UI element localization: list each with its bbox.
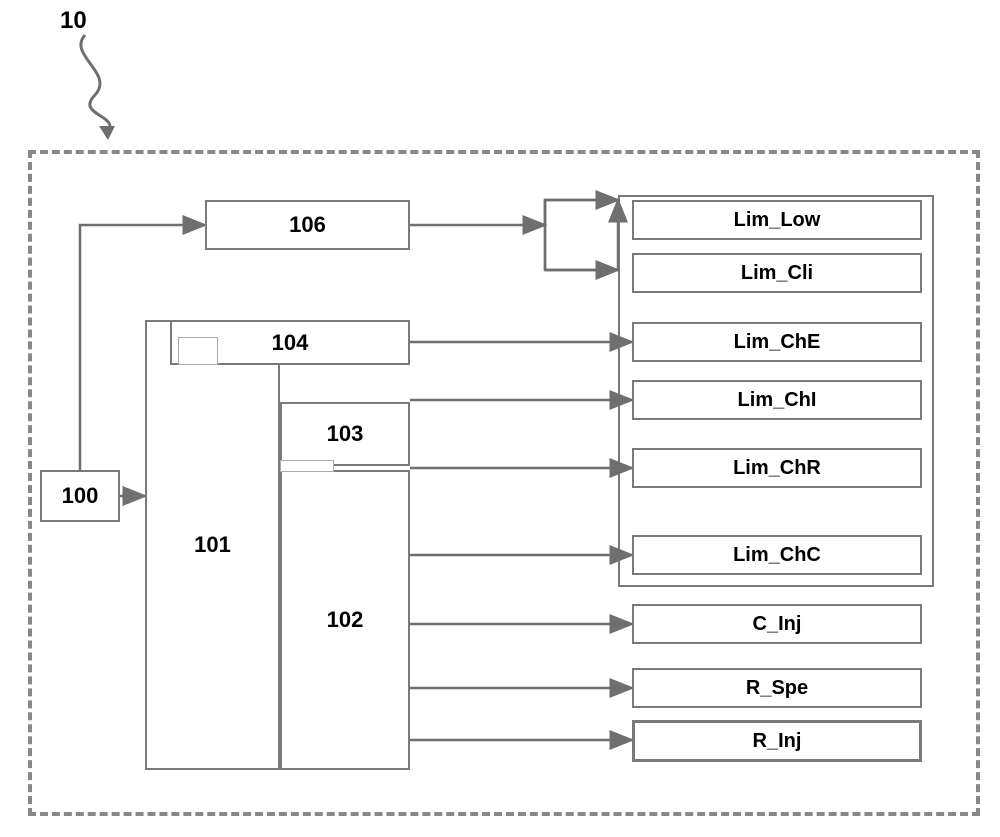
block-100: 100 (40, 470, 120, 522)
block-103: 103 (280, 402, 410, 466)
output-Lim_ChC: Lim_ChC (632, 535, 922, 575)
diagram-canvas: 10 100101102103104106Lim_LowLim_CliLim_C… (0, 0, 1000, 837)
output-R_Spe: R_Spe (632, 668, 922, 708)
output-Lim_ChR: Lim_ChR (632, 448, 922, 488)
block-106: 106 (205, 200, 410, 250)
block-101: 101 (145, 320, 280, 770)
output-Lim_Low: Lim_Low (632, 200, 922, 240)
notch-0 (178, 337, 218, 365)
block-102: 102 (280, 470, 410, 770)
output-C_Inj: C_Inj (632, 604, 922, 644)
output-Lim_Cli: Lim_Cli (632, 253, 922, 293)
output-Lim_ChE: Lim_ChE (632, 322, 922, 362)
output-R_Inj: R_Inj (632, 720, 922, 762)
notch-1 (280, 460, 334, 472)
output-Lim_ChI: Lim_ChI (632, 380, 922, 420)
figure-label: 10 (60, 7, 87, 35)
